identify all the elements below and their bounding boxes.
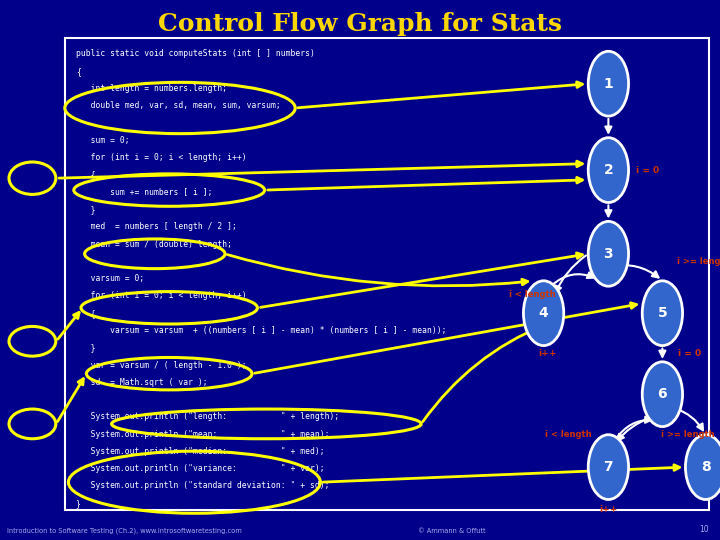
Text: 3: 3 [603, 247, 613, 261]
Text: i >= length: i >= length [661, 430, 714, 439]
Text: mean = sum / (double) length;: mean = sum / (double) length; [76, 240, 232, 248]
Text: }: } [76, 499, 81, 508]
Text: {: { [76, 309, 95, 318]
Text: System.out.println ("median:           " + med);: System.out.println ("median: " + med); [76, 447, 324, 456]
Ellipse shape [642, 281, 683, 346]
Text: System.out.println ("length:           " + length);: System.out.println ("length: " + length)… [76, 413, 339, 421]
Ellipse shape [588, 51, 629, 116]
Text: 10: 10 [700, 524, 709, 534]
Text: 8: 8 [701, 460, 711, 474]
Text: i < length: i < length [510, 290, 556, 299]
Text: 2: 2 [603, 163, 613, 177]
Text: i++: i++ [538, 349, 557, 358]
Text: public static void computeStats (int [ ] numbers): public static void computeStats (int [ ]… [76, 50, 315, 58]
Text: System.out.println ("mean:             " + mean);: System.out.println ("mean: " + mean); [76, 430, 329, 438]
Text: i = 0: i = 0 [636, 166, 659, 174]
Text: varsum = varsum  + ((numbers [ i ] - mean) * (numbers [ i ] - mean));: varsum = varsum + ((numbers [ i ] - mean… [76, 326, 446, 335]
Text: {: { [76, 171, 95, 179]
Text: i >= length: i >= length [677, 258, 720, 266]
Text: var = varsum / ( length - 1.0 );: var = varsum / ( length - 1.0 ); [76, 361, 246, 369]
Text: 7: 7 [603, 460, 613, 474]
Text: sum += numbers [ i ];: sum += numbers [ i ]; [76, 188, 212, 197]
Text: System.out.println ("standard deviation: " + sd);: System.out.println ("standard deviation:… [76, 482, 329, 490]
Text: 4: 4 [539, 306, 549, 320]
Text: i++: i++ [599, 505, 618, 514]
Text: med  = numbers [ length / 2 ];: med = numbers [ length / 2 ]; [76, 222, 236, 231]
Text: Control Flow Graph for Stats: Control Flow Graph for Stats [158, 12, 562, 36]
Text: sum = 0;: sum = 0; [76, 136, 129, 145]
Ellipse shape [588, 138, 629, 202]
Text: i < length: i < length [546, 430, 592, 439]
Ellipse shape [685, 435, 720, 500]
Ellipse shape [588, 221, 629, 286]
Ellipse shape [588, 435, 629, 500]
Text: Introduction to Software Testing (Ch.2), www.introsoftwaretesting.com: Introduction to Software Testing (Ch.2),… [7, 527, 242, 534]
Text: {: { [76, 67, 81, 76]
Text: double med, var, sd, mean, sum, varsum;: double med, var, sd, mean, sum, varsum; [76, 102, 280, 110]
Text: for (int i = 0; i < length; i++): for (int i = 0; i < length; i++) [76, 292, 246, 300]
Text: for (int i = 0; i < length; i++): for (int i = 0; i < length; i++) [76, 153, 246, 162]
Text: © Ammann & Offutt: © Ammann & Offutt [418, 528, 485, 534]
Text: 5: 5 [657, 306, 667, 320]
Text: i = 0: i = 0 [678, 349, 701, 358]
Text: }: } [76, 343, 95, 352]
Text: sd  = Math.sqrt ( var );: sd = Math.sqrt ( var ); [76, 378, 207, 387]
Text: System.out.println ("variance:         " + var);: System.out.println ("variance: " + var); [76, 464, 324, 473]
Ellipse shape [642, 362, 683, 427]
Text: varsum = 0;: varsum = 0; [76, 274, 144, 283]
Text: }: } [76, 205, 95, 214]
Text: int length = numbers.length;: int length = numbers.length; [76, 84, 227, 93]
Ellipse shape [523, 281, 564, 346]
Text: 6: 6 [657, 387, 667, 401]
Text: 1: 1 [603, 77, 613, 91]
